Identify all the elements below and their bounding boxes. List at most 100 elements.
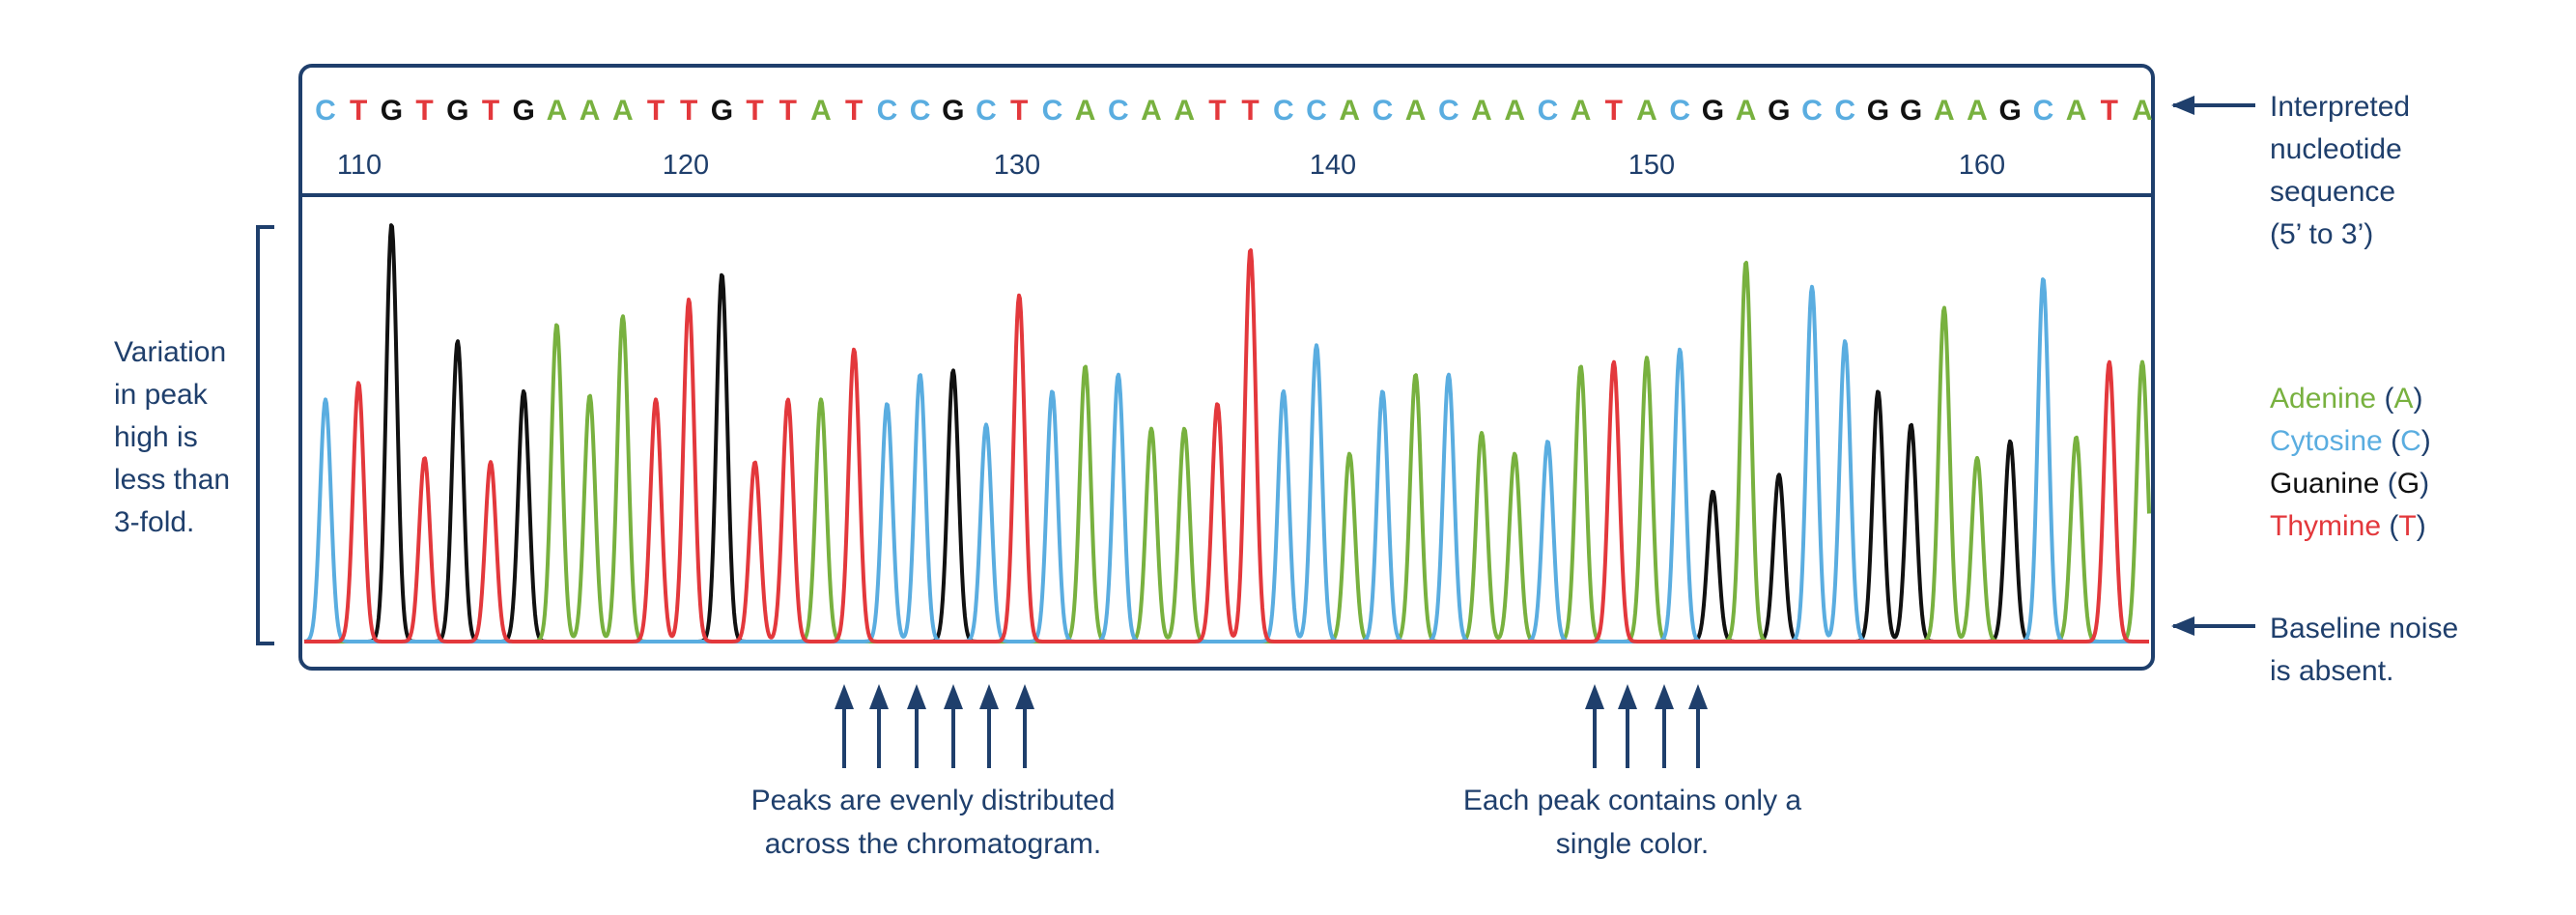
text-line: (5’ to 3’) bbox=[2270, 218, 2373, 250]
sequence-letter: C bbox=[1273, 95, 1294, 127]
sequence-letter: G bbox=[381, 95, 403, 127]
sequence-letter: T bbox=[1605, 95, 1623, 127]
sequence-letter: A bbox=[1405, 95, 1427, 127]
peaks-distributed-label: Peaks are evenly distributed across the c… bbox=[751, 785, 1116, 860]
legend-paren: ( bbox=[2391, 425, 2400, 457]
position-number: 150 bbox=[1628, 150, 1675, 181]
position-number: 140 bbox=[1310, 150, 1356, 181]
legend-cytosine: Cytosine (C) bbox=[2270, 425, 2431, 457]
legend-paren: ( bbox=[2384, 383, 2393, 415]
up-arrow-icon bbox=[835, 684, 854, 768]
sequence-letter: T bbox=[482, 95, 499, 127]
legend-paren: ) bbox=[2413, 383, 2422, 415]
up-arrow-icon bbox=[1655, 684, 1674, 768]
sequence-letter: G bbox=[513, 95, 535, 127]
sequence-letter: T bbox=[845, 95, 863, 127]
baseline-label: Baseline noise is absent. bbox=[2270, 613, 2458, 687]
sequence-letter: C bbox=[910, 95, 931, 127]
sequence-letter: T bbox=[1208, 95, 1226, 127]
sequence-letter: A bbox=[1174, 95, 1195, 127]
single-color-label: Each peak contains only a single color. bbox=[1463, 785, 1802, 860]
sequence-letter: C bbox=[1108, 95, 1129, 127]
sequence-letter: A bbox=[1504, 95, 1525, 127]
sequence-letter: T bbox=[1010, 95, 1028, 127]
sequence-letter: T bbox=[680, 95, 697, 127]
sequence-letter: G bbox=[1768, 95, 1790, 127]
legend-paren: ) bbox=[2417, 510, 2426, 542]
chromatogram-traces bbox=[303, 223, 2151, 643]
sequence-letter: C bbox=[1801, 95, 1823, 127]
position-number: 130 bbox=[994, 150, 1040, 181]
legend-name: Cytosine bbox=[2270, 425, 2391, 457]
variation-bracket bbox=[256, 225, 274, 645]
position-numbers: 110 120 130 140 150 160 bbox=[337, 150, 2005, 181]
text-line: across the chromatogram. bbox=[765, 828, 1101, 860]
legend-paren: ( bbox=[2388, 468, 2397, 500]
evenly-distributed-arrows bbox=[835, 684, 1034, 768]
up-arrow-icon bbox=[1015, 684, 1034, 768]
position-number: 120 bbox=[663, 150, 709, 181]
legend-letter: T bbox=[2398, 510, 2416, 542]
legend-thymine: Thymine (T) bbox=[2270, 510, 2426, 542]
sequence-letter: C bbox=[2033, 95, 2054, 127]
sequence-letter: A bbox=[1075, 95, 1096, 127]
sequence-letter: G bbox=[1900, 95, 1922, 127]
sequence-letter: T bbox=[647, 95, 665, 127]
legend-name: Adenine bbox=[2270, 383, 2384, 415]
sequence-letter: G bbox=[711, 95, 733, 127]
legend-paren: ) bbox=[2421, 425, 2431, 457]
sequence-letter: C bbox=[1538, 95, 1559, 127]
up-arrow-icon bbox=[869, 684, 889, 768]
sequence-letter: T bbox=[1241, 95, 1259, 127]
text-line: Interpreted bbox=[2270, 91, 2410, 123]
legend-letter: C bbox=[2400, 425, 2421, 457]
text-line: Peaks are evenly distributed bbox=[751, 785, 1116, 816]
legend-adenine: Adenine (A) bbox=[2270, 383, 2422, 415]
sequence-letter: T bbox=[779, 95, 797, 127]
up-arrow-icon bbox=[1618, 684, 1637, 768]
text-line: is absent. bbox=[2270, 655, 2393, 687]
variation-label: Variation in peak high is less than 3-fold. bbox=[114, 336, 230, 538]
sequence-letter: C bbox=[976, 95, 997, 127]
up-arrow-icon bbox=[979, 684, 999, 768]
up-arrow-icon bbox=[1585, 684, 1604, 768]
sequence-letter: A bbox=[810, 95, 832, 127]
text-line: nucleotide bbox=[2270, 133, 2402, 165]
up-arrow-icon bbox=[944, 684, 963, 768]
sequence-letter: C bbox=[315, 95, 336, 127]
sequence-letter: A bbox=[547, 95, 568, 127]
legend-name: Guanine bbox=[2270, 468, 2388, 500]
position-number: 160 bbox=[1959, 150, 2005, 181]
sequence-label: Interpreted nucleotide sequence (5’ to 3’) bbox=[2270, 91, 2410, 250]
text-line: single color. bbox=[1556, 828, 1709, 860]
text-line: high is bbox=[114, 421, 198, 453]
sequence-letter: T bbox=[746, 95, 763, 127]
sequence-letter: C bbox=[877, 95, 898, 127]
text-line: less than bbox=[114, 464, 230, 496]
sequence-arrow-icon bbox=[2171, 96, 2255, 115]
sequence-letter: G bbox=[446, 95, 468, 127]
legend-name: Thymine bbox=[2270, 510, 2389, 542]
sequence-letter: A bbox=[612, 95, 634, 127]
text-line: 3-fold. bbox=[114, 506, 194, 538]
text-line: Variation bbox=[114, 336, 226, 368]
baseline-arrow-icon bbox=[2171, 616, 2255, 636]
legend-letter: G bbox=[2397, 468, 2420, 500]
sequence-letter: G bbox=[1702, 95, 1724, 127]
base-legend: Adenine (A)Cytosine (C)Guanine (G)Thymin… bbox=[2270, 383, 2431, 542]
up-arrow-icon bbox=[1688, 684, 1708, 768]
text-line: in peak bbox=[114, 379, 209, 411]
sequence-letter: T bbox=[350, 95, 367, 127]
single-color-arrows bbox=[1585, 684, 1708, 768]
sequence-letter: G bbox=[942, 95, 964, 127]
sequence-letter: C bbox=[1834, 95, 1855, 127]
legend-paren: ( bbox=[2389, 510, 2398, 542]
text-line: Baseline noise bbox=[2270, 613, 2458, 644]
text-line: Each peak contains only a bbox=[1463, 785, 1802, 816]
up-arrow-icon bbox=[907, 684, 926, 768]
text-line: sequence bbox=[2270, 176, 2395, 208]
position-number: 110 bbox=[337, 150, 382, 181]
sequence-letter: A bbox=[1141, 95, 1162, 127]
sequence-letter: C bbox=[1306, 95, 1327, 127]
